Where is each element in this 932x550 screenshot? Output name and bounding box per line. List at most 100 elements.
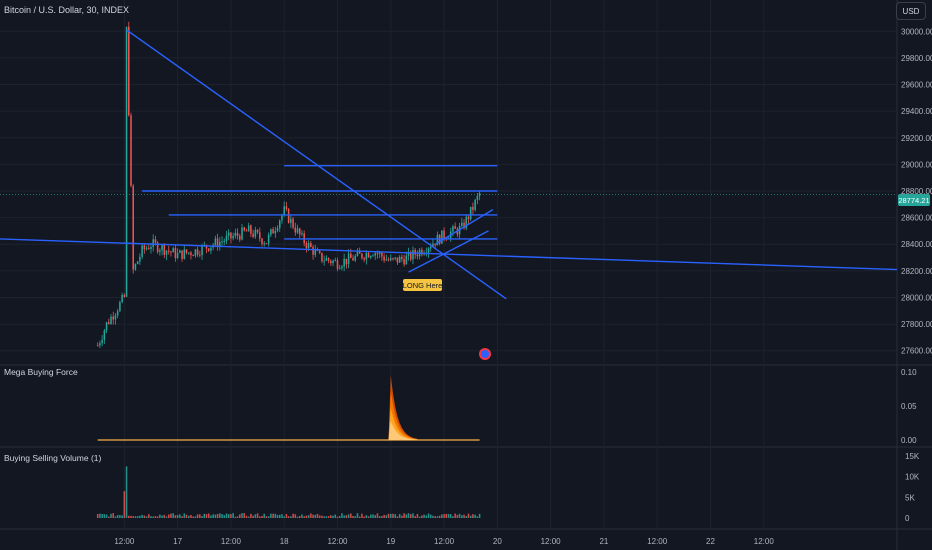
volume-bar bbox=[389, 513, 392, 518]
volume-bar bbox=[330, 515, 332, 518]
volume-bar bbox=[414, 516, 416, 518]
candle-body bbox=[145, 248, 148, 250]
time-tick-label: 12:00 bbox=[541, 537, 562, 546]
mega-buying-force-pane[interactable] bbox=[97, 375, 480, 441]
candle-body bbox=[283, 206, 285, 215]
candle-body bbox=[310, 242, 312, 247]
candle-body bbox=[272, 229, 274, 234]
candle-body bbox=[227, 232, 230, 236]
candle-body bbox=[194, 249, 197, 256]
candle-body bbox=[252, 233, 254, 237]
candle-body bbox=[165, 250, 168, 255]
candle-body bbox=[367, 252, 370, 258]
buying-selling-volume-pane[interactable] bbox=[96, 466, 481, 518]
volume-bar bbox=[156, 516, 159, 518]
volume-bar bbox=[312, 514, 314, 518]
candle-body bbox=[121, 294, 123, 303]
volume-bar bbox=[207, 513, 210, 518]
volume-bar bbox=[469, 515, 472, 518]
volume-bar bbox=[285, 514, 288, 518]
price-tag-bg bbox=[898, 194, 930, 206]
volume-bar bbox=[345, 515, 348, 518]
volume-bar bbox=[301, 514, 303, 518]
candle-body bbox=[147, 248, 150, 250]
candle-body bbox=[476, 195, 479, 200]
candle-body bbox=[234, 232, 237, 237]
candle-body bbox=[405, 255, 408, 265]
candle-body bbox=[161, 245, 163, 251]
candle-body bbox=[323, 260, 325, 262]
price-pane[interactable] bbox=[0, 21, 898, 349]
volume-bar bbox=[165, 516, 168, 518]
volume-tick-label: 10K bbox=[905, 473, 920, 482]
price-tick-label: 29200.00 bbox=[901, 134, 932, 143]
volume-bar bbox=[281, 514, 283, 518]
candle-body bbox=[374, 253, 377, 256]
volume-bar bbox=[376, 513, 379, 518]
candle-body bbox=[152, 239, 154, 247]
candle-body bbox=[383, 256, 385, 261]
flag-icon[interactable] bbox=[479, 348, 491, 360]
candle-body bbox=[281, 214, 283, 221]
time-tick-label: 12:00 bbox=[327, 537, 348, 546]
volume-bar bbox=[387, 513, 390, 518]
currency-button[interactable]: USD bbox=[896, 2, 926, 20]
candle-body bbox=[454, 226, 456, 229]
candle-body bbox=[119, 302, 121, 312]
candle-body bbox=[298, 228, 301, 235]
volume-bar bbox=[403, 513, 405, 518]
volume-bar bbox=[183, 513, 186, 518]
volume-bar bbox=[443, 514, 445, 518]
candle-body bbox=[389, 258, 392, 261]
volume-bar bbox=[298, 516, 301, 518]
volume-bar bbox=[307, 515, 310, 518]
candle-body bbox=[287, 209, 290, 223]
volume-bar bbox=[327, 516, 330, 518]
candle-body bbox=[294, 227, 297, 233]
volume-bar bbox=[101, 513, 103, 518]
volume-bar bbox=[316, 513, 319, 518]
candle-body bbox=[96, 345, 99, 347]
candle-body bbox=[296, 228, 299, 233]
price-tag-label: 28774.21 bbox=[898, 196, 929, 205]
candle-body bbox=[143, 245, 146, 250]
volume-bar bbox=[201, 516, 203, 518]
candle-body bbox=[350, 253, 352, 259]
price-tick-label: 29400.00 bbox=[901, 107, 932, 116]
volume-bar bbox=[114, 516, 117, 518]
volume-bar bbox=[347, 514, 350, 518]
time-tick-label: 12:00 bbox=[221, 537, 242, 546]
candle-body bbox=[132, 185, 134, 270]
candle-body bbox=[101, 339, 103, 344]
volume-bar bbox=[303, 516, 305, 518]
candle-body bbox=[336, 260, 339, 269]
volume-bar bbox=[461, 515, 463, 518]
candle-body bbox=[150, 246, 152, 250]
volume-bar bbox=[383, 514, 385, 518]
volume-bar bbox=[119, 515, 121, 518]
volume-bar bbox=[236, 516, 239, 518]
volume-bar bbox=[252, 515, 254, 518]
volume-bar bbox=[230, 514, 232, 518]
price-tick-label: 28600.00 bbox=[901, 214, 932, 223]
volume-bar bbox=[163, 514, 166, 518]
volume-bar bbox=[130, 515, 132, 518]
candle-body bbox=[232, 236, 234, 239]
trendline-long-support-line bbox=[0, 238, 898, 271]
volume-bar bbox=[292, 513, 294, 518]
volume-bar bbox=[463, 514, 465, 518]
volume-bar bbox=[196, 514, 199, 518]
time-tick-label: 20 bbox=[493, 537, 502, 546]
volume-bar bbox=[476, 516, 479, 518]
annotation-long-here[interactable]: LONG Here bbox=[403, 279, 443, 291]
volume-bar bbox=[265, 516, 268, 518]
volume-bar bbox=[214, 514, 217, 518]
volume-bar bbox=[478, 513, 481, 518]
trendline-channel-upper bbox=[434, 209, 494, 245]
price-tick-label: 27600.00 bbox=[901, 347, 932, 356]
volume-bar bbox=[352, 515, 354, 518]
volume-bar bbox=[398, 514, 401, 518]
volume-bar bbox=[274, 513, 277, 518]
candle-body bbox=[245, 230, 248, 232]
